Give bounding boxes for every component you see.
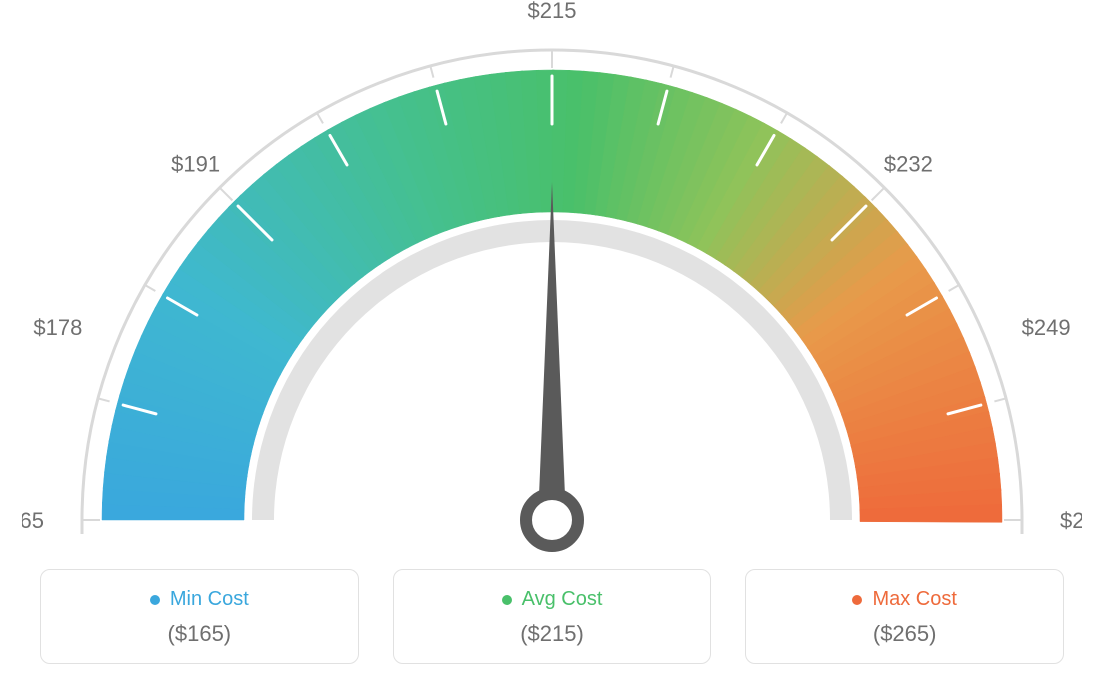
legend-dot-max: [852, 595, 862, 605]
gauge-tick-label: $249: [1022, 315, 1071, 340]
legend-value-avg: ($215): [404, 621, 701, 647]
gauge-tick-label: $178: [33, 315, 82, 340]
cost-gauge: $165 $178 $191 $215 $232 $249 $265: [22, 0, 1082, 560]
legend-label-max: Max Cost: [872, 588, 956, 611]
legend-dot-min: [150, 595, 160, 605]
legend-card-avg: Avg Cost ($215): [393, 569, 712, 664]
legend-value-max: ($265): [756, 621, 1053, 647]
legend-dot-avg: [502, 595, 512, 605]
legend-card-max: Max Cost ($265): [745, 569, 1064, 664]
gauge-tick-label: $232: [884, 152, 933, 177]
legend-card-min: Min Cost ($165): [40, 569, 359, 664]
gauge-tick-label: $265: [1060, 508, 1082, 533]
gauge-tick-label: $165: [22, 508, 44, 533]
legend-row: Min Cost ($165) Avg Cost ($215) Max Cost…: [40, 569, 1064, 664]
gauge-tick-label: $191: [171, 152, 220, 177]
legend-label-min: Min Cost: [170, 588, 249, 611]
gauge-hub: [526, 494, 578, 546]
legend-value-min: ($165): [51, 621, 348, 647]
legend-label-avg: Avg Cost: [522, 588, 603, 611]
gauge-tick-label: $215: [528, 0, 577, 23]
